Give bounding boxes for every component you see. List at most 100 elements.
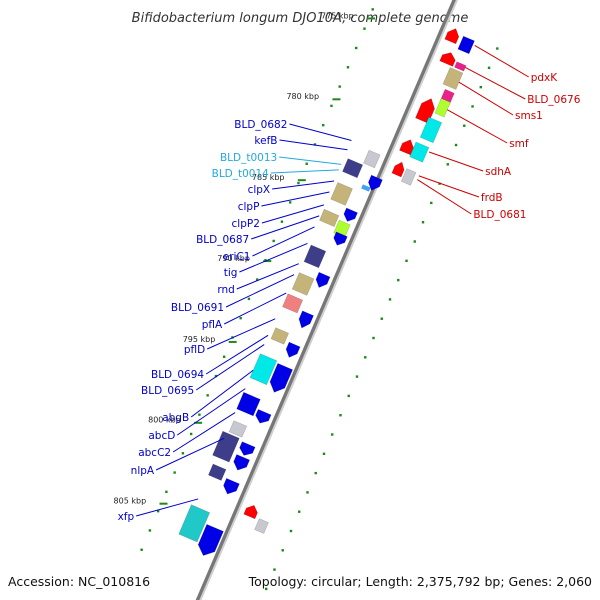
forward-gene: [239, 441, 256, 456]
tick-mark: [222, 355, 226, 358]
reverse-gene-label: sms1: [515, 110, 543, 122]
tick-mark: [380, 317, 383, 320]
forward-gene: [342, 158, 364, 179]
tick-mark: [265, 587, 268, 591]
tick-mark: [298, 510, 301, 513]
topology-text: Topology: circular; Length: 2,375,792 bp…: [248, 574, 592, 589]
gene-labels: BLD_0682 kefB BLD_t0013 BLD_t0014 clpX clpP cl…: [118, 72, 581, 523]
reverse-leader: [418, 175, 480, 198]
tick-mark: [214, 374, 218, 378]
forward-gene: [270, 327, 289, 345]
kbp-label: 780 kbp: [286, 92, 319, 101]
forward-gene-label: BLD_0694: [151, 369, 204, 381]
forward-gene: [236, 391, 261, 417]
tick-mark: [405, 259, 408, 263]
forward-gene-label: pflA: [202, 319, 223, 331]
tick-mark: [198, 413, 201, 416]
forward-gene-label: xfp: [118, 511, 135, 523]
tick-mark: [239, 316, 242, 320]
reverse-gene-label: sdhA: [485, 166, 512, 178]
forward-gene: [223, 478, 240, 495]
reverse-gene-label: smf: [509, 138, 529, 150]
forward-gene: [343, 207, 358, 222]
reverse-gene: [442, 67, 464, 90]
forward-leader: [190, 369, 254, 418]
forward-gene: [228, 420, 248, 438]
tick-mark: [148, 529, 152, 532]
forward-gene-label: BLD_0682: [234, 119, 287, 131]
forward-leader: [225, 274, 295, 308]
forward-leader: [236, 263, 299, 290]
forward-gene-label: BLD_t0014: [212, 168, 270, 180]
reverse-leader: [474, 44, 529, 78]
kbp-label: 790 kbp: [217, 254, 250, 263]
tick-mark: [372, 336, 375, 340]
forward-gene-label: rnd: [217, 284, 234, 296]
reverse-gene: [434, 98, 451, 118]
forward-leader: [136, 498, 199, 517]
tick-mark: [189, 432, 193, 436]
tick-mark: [247, 297, 251, 301]
tick-mark: [313, 143, 317, 146]
forward-leader: [155, 437, 225, 471]
reverse-gene: [243, 505, 258, 520]
tick-mark: [272, 239, 275, 243]
reverse-leader: [428, 151, 484, 172]
tick-mark: [280, 220, 284, 223]
tick-mark: [306, 491, 309, 494]
reverse-gene: [415, 98, 435, 124]
forward-leader: [251, 215, 320, 240]
forward-gene: [233, 454, 250, 471]
forward-gene-label: abcC2: [138, 447, 171, 459]
forward-leader: [272, 180, 335, 190]
tick-mark: [346, 66, 350, 69]
tick-mark: [322, 123, 325, 127]
tick-mark: [364, 356, 367, 359]
reverse-gene: [391, 161, 405, 178]
reverse-gene: [399, 139, 414, 156]
forward-gene: [330, 182, 353, 206]
tick-mark: [496, 47, 499, 50]
genome-backbone: [195, 0, 459, 600]
tick-mark: [339, 414, 342, 417]
forward-gene: [249, 353, 278, 386]
tick-mark: [454, 143, 458, 147]
tick-mark: [322, 452, 326, 456]
forward-leader: [252, 226, 315, 257]
forward-gene: [363, 149, 381, 169]
forward-gene-label: abgB: [162, 412, 189, 424]
gene-track: [178, 28, 475, 556]
reverse-leader: [446, 109, 508, 144]
forward-gene: [178, 504, 211, 543]
forward-leader: [177, 388, 246, 436]
forward-gene-label: tig: [224, 267, 238, 279]
reverse-gene-label: BLD_0681: [473, 209, 526, 221]
tick-mark: [330, 104, 333, 108]
tick-mark: [181, 452, 185, 455]
tick-mark: [446, 163, 449, 166]
forward-leader: [195, 344, 265, 391]
reverse-gene: [419, 116, 443, 144]
reverse-gene: [454, 61, 467, 72]
tick-mark: [140, 548, 143, 551]
forward-leader: [205, 334, 269, 375]
label-leaders: [136, 44, 529, 517]
reverse-gene: [444, 28, 460, 45]
forward-leader: [279, 139, 348, 151]
forward-gene: [285, 341, 301, 358]
tick-mark: [281, 549, 284, 552]
reverse-gene: [439, 52, 456, 67]
backbone-line: [195, 0, 458, 600]
tick-mark: [463, 124, 466, 127]
forward-gene-label: clpX: [248, 184, 271, 196]
forward-leader: [279, 156, 342, 165]
tick-mark: [331, 433, 334, 436]
tick-mark: [479, 85, 482, 89]
forward-gene: [269, 363, 293, 393]
kbp-scale: 775 kbp 780 kbp 785 kbp 790 kbp 795 kbp 800 k…: [114, 11, 376, 506]
reverse-gene-label: pdxK: [531, 72, 559, 84]
forward-gene-label: clpP2: [232, 218, 260, 230]
forward-gene-label: nlpA: [131, 465, 155, 477]
tick-mark: [471, 105, 474, 108]
reverse-gene-label: BLD_0676: [527, 94, 580, 106]
